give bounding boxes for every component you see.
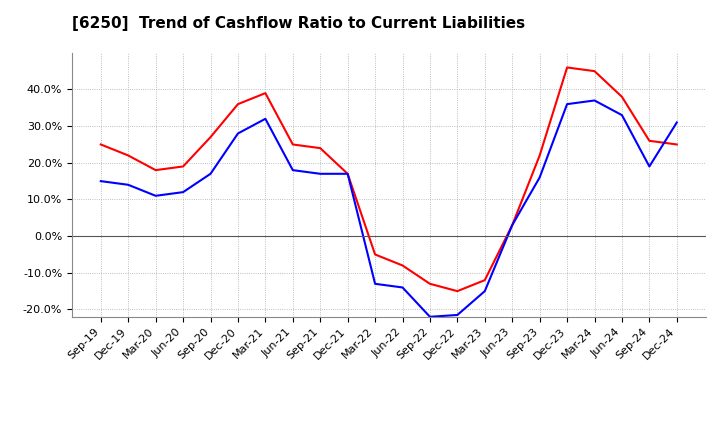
- Operating CF to Current Liabilities: [508, 223, 516, 228]
- Operating CF to Current Liabilities: [96, 142, 105, 147]
- Operating CF to Current Liabilities: [316, 146, 325, 151]
- Free CF to Current Liabilities: [645, 164, 654, 169]
- Operating CF to Current Liabilities: [453, 289, 462, 294]
- Free CF to Current Liabilities: [398, 285, 407, 290]
- Operating CF to Current Liabilities: [426, 281, 434, 286]
- Free CF to Current Liabilities: [480, 289, 489, 294]
- Free CF to Current Liabilities: [590, 98, 599, 103]
- Line: Free CF to Current Liabilities: Free CF to Current Liabilities: [101, 100, 677, 317]
- Free CF to Current Liabilities: [453, 312, 462, 318]
- Operating CF to Current Liabilities: [179, 164, 187, 169]
- Operating CF to Current Liabilities: [480, 278, 489, 283]
- Free CF to Current Liabilities: [124, 182, 132, 187]
- Operating CF to Current Liabilities: [151, 168, 160, 173]
- Text: [6250]  Trend of Cashflow Ratio to Current Liabilities: [6250] Trend of Cashflow Ratio to Curren…: [72, 16, 525, 31]
- Free CF to Current Liabilities: [508, 223, 516, 228]
- Free CF to Current Liabilities: [233, 131, 242, 136]
- Operating CF to Current Liabilities: [124, 153, 132, 158]
- Operating CF to Current Liabilities: [398, 263, 407, 268]
- Free CF to Current Liabilities: [426, 314, 434, 319]
- Operating CF to Current Liabilities: [289, 142, 297, 147]
- Operating CF to Current Liabilities: [536, 153, 544, 158]
- Free CF to Current Liabilities: [261, 116, 270, 121]
- Free CF to Current Liabilities: [618, 113, 626, 118]
- Operating CF to Current Liabilities: [563, 65, 572, 70]
- Free CF to Current Liabilities: [206, 171, 215, 176]
- Operating CF to Current Liabilities: [590, 69, 599, 74]
- Operating CF to Current Liabilities: [261, 91, 270, 96]
- Operating CF to Current Liabilities: [206, 135, 215, 140]
- Free CF to Current Liabilities: [343, 171, 352, 176]
- Free CF to Current Liabilities: [563, 102, 572, 107]
- Free CF to Current Liabilities: [179, 190, 187, 195]
- Operating CF to Current Liabilities: [371, 252, 379, 257]
- Line: Operating CF to Current Liabilities: Operating CF to Current Liabilities: [101, 67, 677, 291]
- Free CF to Current Liabilities: [96, 179, 105, 184]
- Operating CF to Current Liabilities: [618, 94, 626, 99]
- Operating CF to Current Liabilities: [343, 171, 352, 176]
- Free CF to Current Liabilities: [316, 171, 325, 176]
- Operating CF to Current Liabilities: [233, 102, 242, 107]
- Free CF to Current Liabilities: [536, 175, 544, 180]
- Operating CF to Current Liabilities: [645, 138, 654, 143]
- Free CF to Current Liabilities: [151, 193, 160, 198]
- Free CF to Current Liabilities: [371, 281, 379, 286]
- Free CF to Current Liabilities: [672, 120, 681, 125]
- Free CF to Current Liabilities: [289, 168, 297, 173]
- Operating CF to Current Liabilities: [672, 142, 681, 147]
